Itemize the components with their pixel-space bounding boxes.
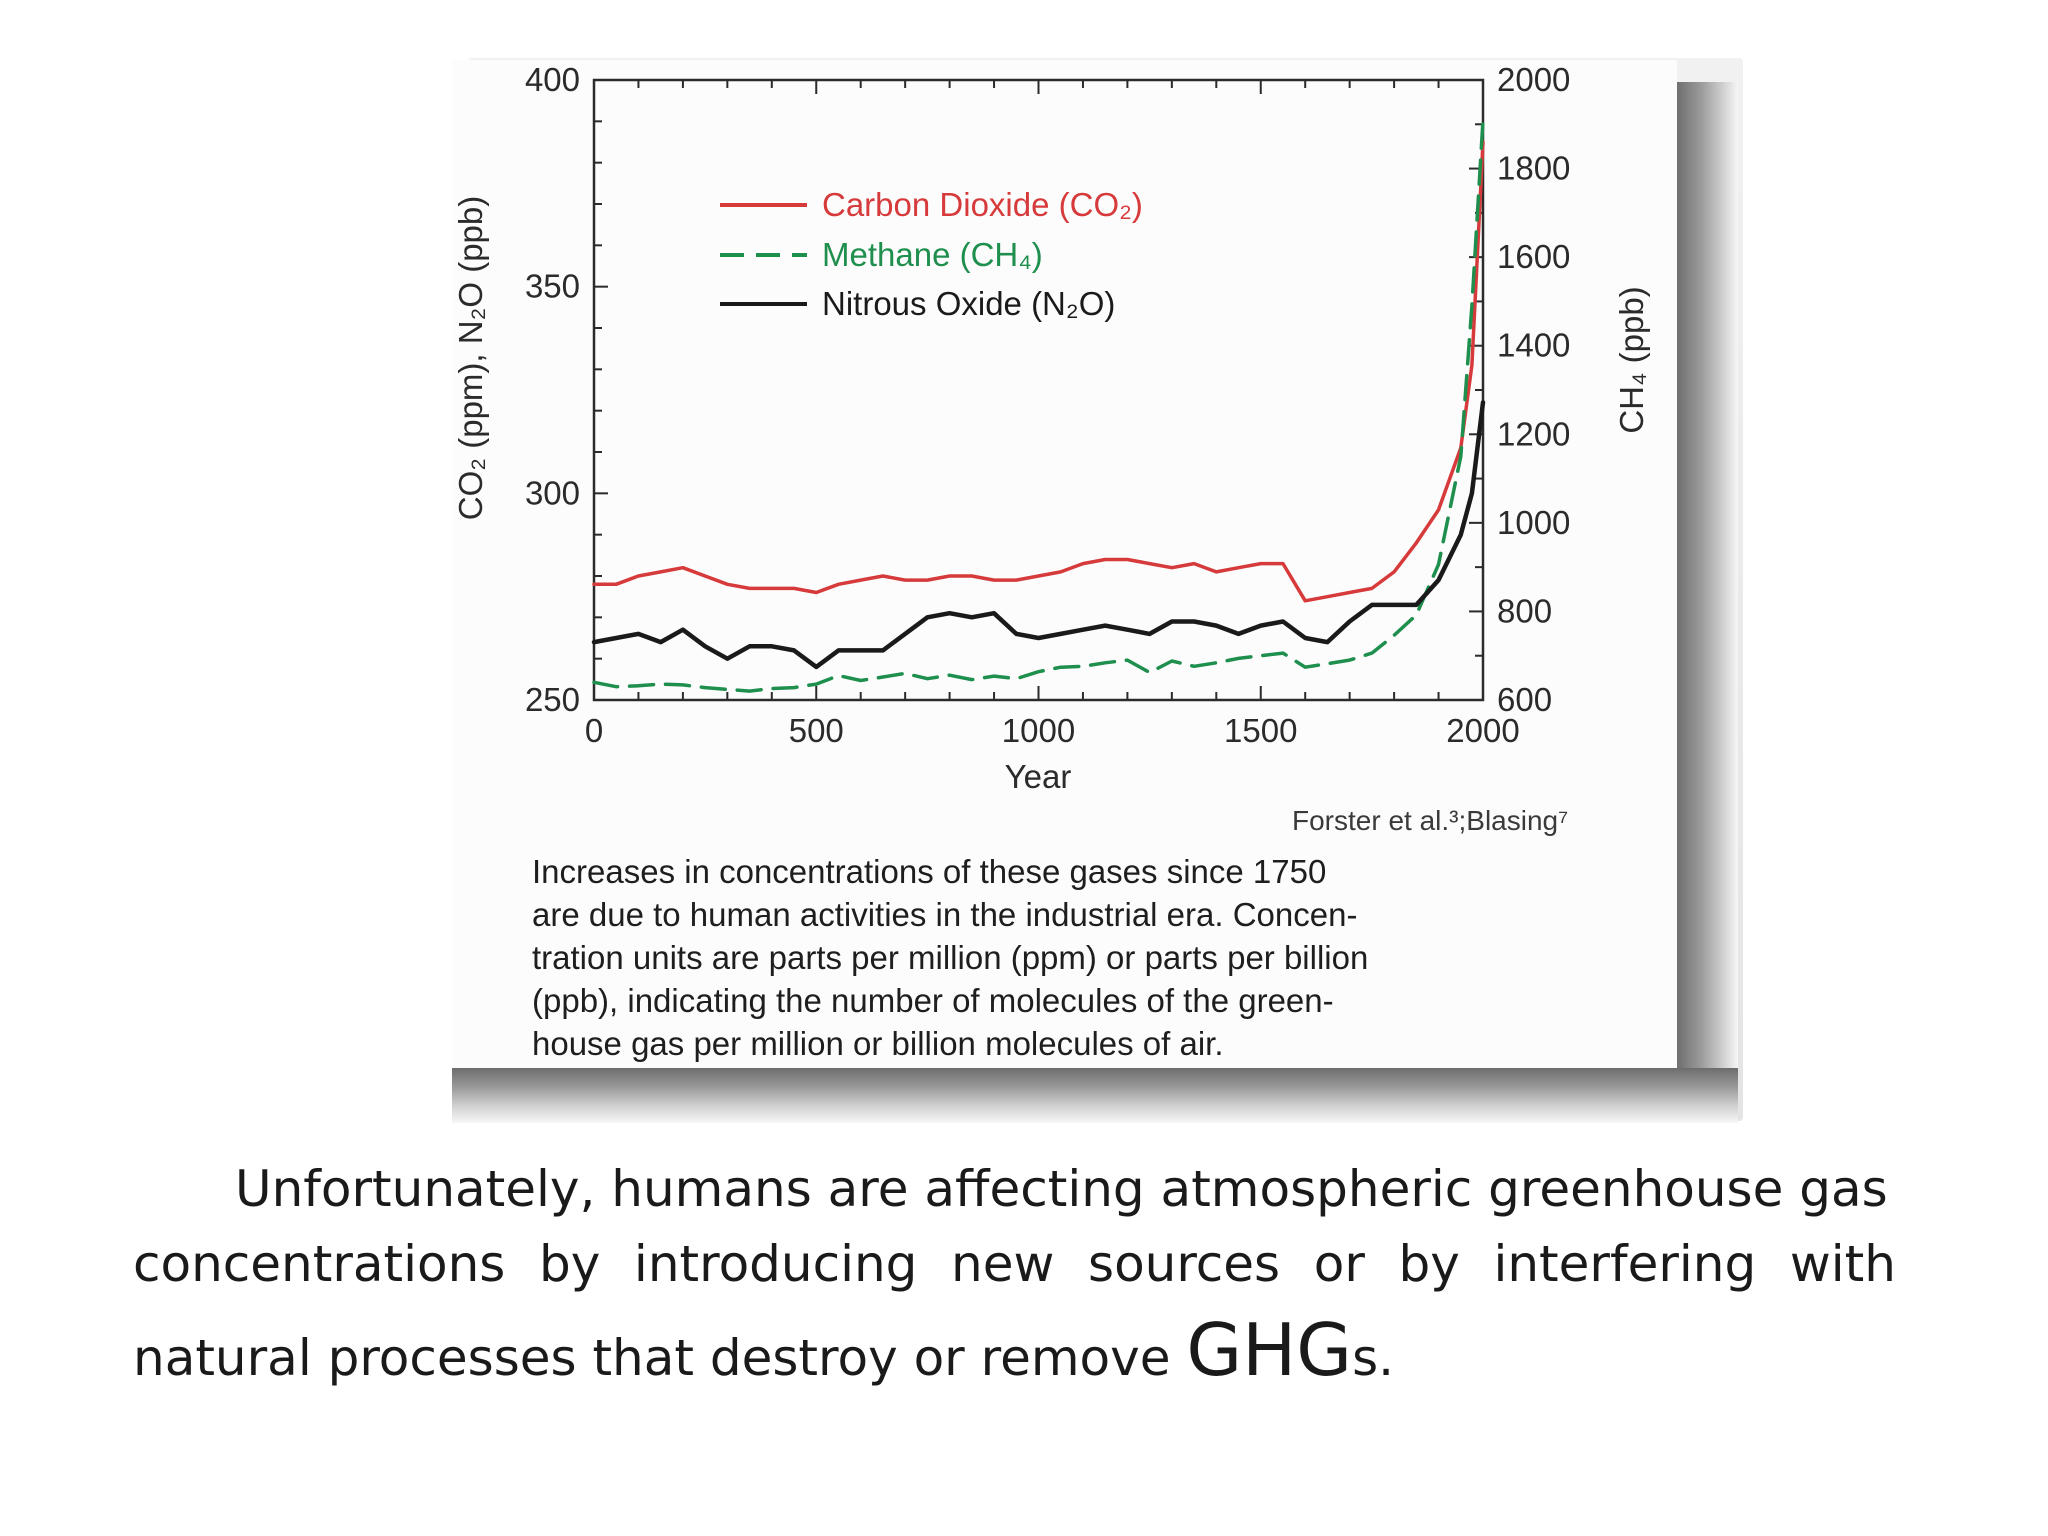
y-right-tick-label: 600: [1497, 681, 1552, 718]
paragraph-line-1: Unfortunately, humans are affecting atmo…: [235, 1160, 1888, 1218]
figure-shadow-bottom: [452, 1068, 1738, 1123]
chart-legend: Carbon Dioxide (CO₂) Methane (CH₄) Nitro…: [720, 186, 1143, 322]
y-left-tick-label: 350: [525, 268, 580, 305]
paragraph-word: introducing: [633, 1235, 918, 1293]
paragraph-line-3-text: natural processes that destroy or remove: [133, 1329, 1187, 1387]
plot-layer: 0 500 1000 1500 2000 250 300 350 400 600 800 1000 12…: [525, 61, 1570, 749]
y-left-tick-label: 300: [525, 474, 580, 511]
x-tick-label: 1500: [1224, 712, 1297, 749]
legend-label-co2: Carbon Dioxide (CO₂): [822, 186, 1143, 223]
paragraph-line-3: natural processes that destroy or remove…: [133, 1302, 1896, 1406]
y-left-tick-label: 250: [525, 681, 580, 718]
y-right-tick-label: 1600: [1497, 238, 1570, 275]
figure-caption: Increases in concentrations of these gas…: [532, 850, 1632, 1065]
legend-label-n2o: Nitrous Oxide (N₂O): [822, 285, 1115, 322]
paragraph-line-3-suffix: s.: [1352, 1329, 1395, 1387]
y-axis-right-title: CH₄ (ppb): [1613, 286, 1650, 433]
paragraph-word: new: [951, 1235, 1055, 1293]
ghg-emphasis: GHG: [1186, 1308, 1353, 1392]
series-line-co2: [592, 140, 1485, 603]
paragraph-word: interfering: [1493, 1235, 1757, 1293]
y-right-tick-label: 2000: [1497, 61, 1570, 98]
legend-label-ch4: Methane (CH₄): [822, 236, 1043, 273]
paragraph-word: or: [1313, 1235, 1365, 1293]
source-note: Forster et al.³;Blasing⁷: [1292, 805, 1569, 836]
y-right-tick-label: 800: [1497, 592, 1552, 629]
y-left-tick-label: 400: [525, 61, 580, 98]
paragraph-word: with: [1789, 1235, 1896, 1293]
caption-line: house gas per million or billion molecul…: [532, 1025, 1224, 1062]
series-line-n2o: [591, 400, 1486, 670]
figure-shadow-right: [1676, 82, 1738, 1084]
y-right-tick-label: 1200: [1497, 415, 1570, 452]
caption-line: are due to human activities in the indus…: [532, 896, 1358, 933]
y-right-tick-label: 1000: [1497, 504, 1570, 541]
caption-line: tration units are parts per million (ppm…: [532, 939, 1369, 976]
plot-frame: [592, 78, 1485, 702]
line-chart: 0 500 1000 1500 2000 250 300 350 400 600 800 1000 12…: [452, 61, 1650, 795]
x-tick-label: 1000: [1002, 712, 1075, 749]
caption-line: Increases in concentrations of these gas…: [532, 853, 1327, 890]
series-line-ch4: [592, 118, 1485, 693]
x-axis-title: Year: [1005, 758, 1072, 795]
x-tick-label: 500: [789, 712, 844, 749]
paragraph-word: concentrations: [133, 1235, 506, 1293]
x-tick-label: 2000: [1446, 712, 1519, 749]
figure-card: 0 500 1000 1500 2000 250 300 350 400 600 800 1000 12…: [452, 60, 1677, 1068]
slide-paragraph: Unfortunately, humans are affecting atmo…: [133, 1152, 1896, 1406]
caption-line: (ppb), indicating the number of molecule…: [532, 982, 1334, 1019]
paragraph-line-2: concentrations by introducing new source…: [133, 1227, 1896, 1302]
y-right-tick-label: 1400: [1497, 327, 1570, 364]
x-tick-label: 0: [585, 712, 603, 749]
paragraph-word: sources: [1088, 1235, 1281, 1293]
paragraph-word: by: [538, 1235, 601, 1293]
y-axis-left-title: CO₂ (ppm), N₂O (ppb): [452, 196, 489, 521]
paragraph-word: by: [1398, 1235, 1460, 1293]
y-right-tick-label: 1800: [1497, 150, 1570, 187]
